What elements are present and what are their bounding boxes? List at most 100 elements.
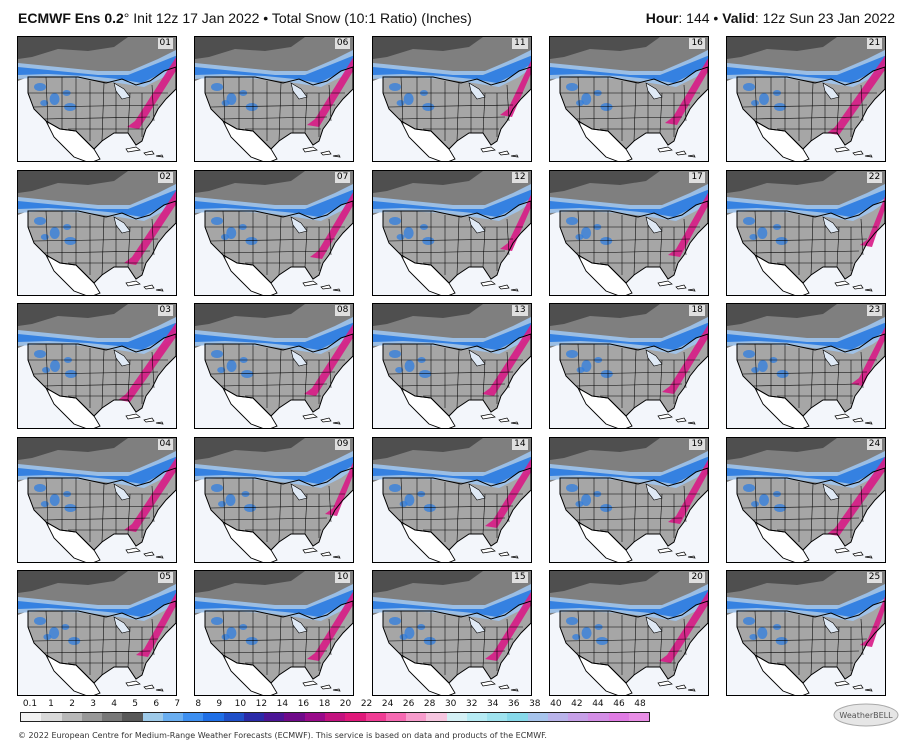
mountain-snow-patch (600, 103, 613, 111)
snowfall-map (372, 571, 531, 695)
state-line (127, 92, 131, 134)
arctic-snow-shading (549, 37, 660, 59)
colorbar-swatch (628, 713, 650, 721)
us-land (28, 467, 176, 550)
mountain-snow-patch (404, 360, 415, 372)
mountain-snow-patch (757, 627, 768, 639)
us-border (204, 466, 354, 551)
state-line (388, 638, 513, 642)
state-line (683, 84, 687, 122)
state-line (388, 371, 513, 375)
us-border (382, 333, 531, 417)
caribbean-island (510, 288, 519, 291)
state-line (223, 76, 226, 126)
great-lakes (822, 616, 840, 634)
state-line (223, 210, 226, 259)
caribbean-island (687, 688, 696, 692)
us-land (737, 334, 886, 416)
colorbar-tick-label: 0.1 (22, 699, 38, 709)
mountain-snow-patch (749, 634, 758, 640)
member-number: 24 (866, 438, 883, 450)
caribbean-island (143, 150, 155, 156)
arctic-snow-shading (18, 437, 128, 460)
mountain-snow-patch (34, 617, 46, 625)
mountain-snow-patch (49, 226, 60, 239)
state-line (221, 116, 328, 120)
state-line (575, 383, 682, 387)
mountain-snow-patch (34, 483, 46, 492)
state-line (683, 485, 687, 522)
mountain-snow-patch (743, 617, 756, 625)
mountain-snow-patch (217, 367, 226, 373)
state-line (683, 218, 687, 255)
member-number: 21 (866, 38, 883, 49)
state-line (101, 616, 105, 676)
us-land (28, 334, 176, 416)
arctic-snow-shading (372, 437, 483, 460)
mountain-snow-patch (743, 483, 756, 492)
mountain-snow-patch (211, 617, 224, 625)
state-line (565, 371, 690, 375)
mountain-snow-patch (49, 93, 60, 105)
state-line (221, 383, 328, 387)
colorbar-swatch (142, 713, 163, 721)
state-line (211, 505, 336, 508)
state-line (33, 104, 159, 108)
state-line (305, 359, 308, 401)
member-panel: 17 (548, 169, 709, 296)
snow-band-blue (18, 456, 176, 484)
us-border (204, 333, 354, 417)
snowfall-map (549, 437, 708, 562)
state-line (329, 485, 332, 522)
colorbar-tick-label: 26 (402, 699, 415, 709)
arctic-snow-shading (372, 170, 483, 193)
state-line (45, 210, 49, 259)
mountain-snow-patch (244, 503, 257, 512)
mountain-snow-patch (221, 233, 230, 240)
arctic-snow-shading (727, 571, 838, 593)
snow-band-blue (727, 322, 886, 350)
colorbar-tick-label: 20 (339, 699, 352, 709)
us-land (559, 200, 708, 283)
mountain-snow-patch (751, 500, 760, 507)
state-line (223, 343, 226, 393)
caribbean-island (125, 680, 141, 687)
degree-symbol: ° (123, 10, 130, 26)
state-line (279, 483, 282, 542)
member-panel: 24 (726, 436, 887, 563)
great-lakes (468, 82, 486, 100)
mountain-snow-patch (403, 93, 414, 105)
mountain-snow-patch (388, 483, 401, 492)
state-line (836, 626, 840, 668)
mountain-snow-patch (246, 103, 259, 111)
us-border (27, 333, 176, 417)
snow-band-blue (195, 189, 354, 217)
caribbean-island (657, 280, 673, 286)
state-line (753, 250, 860, 253)
mountain-snow-patch (64, 236, 77, 245)
snowfall-map (18, 437, 176, 562)
caribbean-island (333, 154, 341, 158)
us-border (559, 333, 708, 417)
state-line (400, 210, 403, 259)
mountain-snow-patch (396, 100, 405, 106)
us-border (559, 600, 708, 684)
caribbean-island (834, 547, 851, 553)
state-line (506, 84, 509, 122)
mountain-snow-patch (245, 236, 258, 245)
caribbean-island (302, 280, 319, 286)
snowfall-map (727, 37, 886, 161)
snow-band-blue (18, 55, 176, 83)
snow-band-blue (549, 589, 708, 617)
member-panel: 06 (194, 36, 355, 162)
state-line (43, 517, 151, 520)
snow-band-blue (195, 456, 354, 484)
state-line (127, 359, 131, 401)
model-name: ECMWF Ens 0.2 (18, 10, 124, 26)
state-line (388, 104, 513, 108)
great-lakes (822, 82, 840, 100)
state-line (860, 84, 864, 122)
us-border (382, 466, 531, 551)
state-line (279, 349, 282, 409)
us-land (205, 467, 354, 550)
